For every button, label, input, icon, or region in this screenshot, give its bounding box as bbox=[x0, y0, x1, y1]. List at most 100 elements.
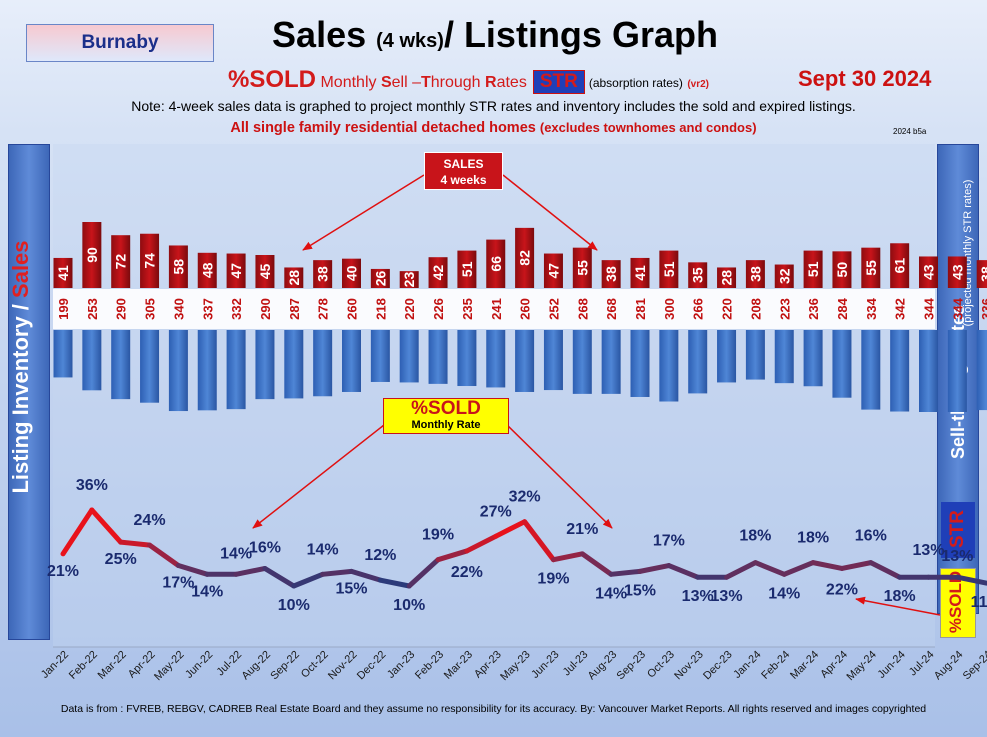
sales-bar bbox=[284, 267, 304, 288]
inventory-value-label: 226 bbox=[431, 298, 446, 320]
inventory-value-label: 332 bbox=[229, 298, 244, 320]
sales-bar bbox=[947, 256, 967, 288]
sold-line-segment bbox=[175, 563, 210, 577]
inventory-value-label: 340 bbox=[171, 298, 186, 320]
sales-value-label: 50 bbox=[834, 262, 850, 278]
x-tick-label: Nov-23 bbox=[672, 649, 706, 683]
sales-bar bbox=[168, 245, 188, 288]
sold-line-segment bbox=[147, 542, 181, 569]
subtitle-monthly: Monthly bbox=[320, 74, 381, 91]
inventory-value-label: 260 bbox=[345, 298, 360, 320]
sales-value-label: 48 bbox=[199, 262, 215, 278]
inventory-bar bbox=[111, 330, 131, 400]
inventory-label-band bbox=[53, 289, 935, 329]
inventory-bar bbox=[803, 330, 823, 387]
sales-value-label: 41 bbox=[55, 265, 71, 281]
sales-value-label: 51 bbox=[805, 261, 821, 277]
subtitle-ates: ates bbox=[496, 74, 527, 91]
inventory-value-label: 220 bbox=[720, 298, 735, 320]
x-tick-label: Jun-22 bbox=[183, 649, 215, 681]
sales-bar bbox=[688, 262, 708, 288]
inventory-value-label: 284 bbox=[835, 297, 850, 319]
inventory-value-label: 287 bbox=[287, 298, 302, 320]
sales-value-label: 43 bbox=[921, 264, 937, 280]
sold-value-label: 12% bbox=[364, 547, 396, 564]
inventory-bar bbox=[370, 330, 390, 382]
absorption-note: (absorption rates) bbox=[588, 76, 683, 90]
sold-value-label: 17% bbox=[653, 533, 685, 550]
inventory-value-label: 268 bbox=[575, 298, 590, 320]
sold-arrow-left bbox=[252, 424, 385, 529]
sales-bar bbox=[111, 235, 131, 288]
sold-value-label: 16% bbox=[249, 539, 281, 556]
inventory-bar bbox=[82, 330, 102, 391]
x-tick-label: Sep-23 bbox=[615, 649, 649, 683]
inventory-bar bbox=[832, 330, 852, 398]
sold-line-segment bbox=[637, 563, 672, 574]
sold-line-segment bbox=[839, 560, 874, 571]
page-title: Sales (4 wks)/ Listings Graph bbox=[230, 14, 760, 56]
sales-bar bbox=[226, 253, 246, 288]
inventory-bar bbox=[774, 330, 794, 384]
sales-value-label: 28 bbox=[719, 270, 735, 286]
inventory-bar bbox=[919, 330, 938, 412]
sold-value-label: 17% bbox=[162, 575, 194, 592]
sales-value-label: 90 bbox=[84, 247, 100, 263]
sales-bar bbox=[832, 251, 852, 288]
x-tick-label: Feb-22 bbox=[67, 649, 100, 682]
sales-value-label: 38 bbox=[978, 266, 987, 282]
subtitle-hrough: hrough bbox=[430, 74, 486, 91]
sales-bar bbox=[976, 260, 987, 288]
inventory-value-label: 290 bbox=[114, 298, 129, 320]
sold-line-segment bbox=[608, 568, 643, 577]
sold-value-label: 14% bbox=[307, 541, 339, 558]
sales-bar bbox=[140, 233, 160, 288]
sales-value-label: 38 bbox=[315, 266, 331, 282]
inventory-bar bbox=[630, 330, 650, 397]
sold-line-segment bbox=[377, 577, 412, 589]
sales-value-label: 55 bbox=[574, 260, 590, 276]
sales-value-label: 43 bbox=[949, 264, 965, 280]
x-tick-label: Jun-24 bbox=[875, 649, 907, 681]
x-tick-label: Sep-22 bbox=[268, 649, 302, 683]
sold-line-segment bbox=[435, 548, 470, 563]
inventory-bar bbox=[53, 330, 73, 378]
sold-callout-line2: Monthly Rate bbox=[411, 419, 481, 431]
sales-bar bbox=[919, 256, 938, 288]
inventory-bar bbox=[313, 330, 333, 397]
inventory-value-label: 305 bbox=[143, 298, 158, 320]
sold-callout-line1: %SOLD bbox=[411, 398, 481, 419]
sold-value-label: 19% bbox=[537, 571, 569, 588]
inventory-value-label: 236 bbox=[806, 298, 821, 320]
inventory-value-label: 336 bbox=[979, 298, 987, 320]
x-tick-label: Jan-22 bbox=[39, 649, 71, 681]
scope-paren: (excludes townhomes and condos) bbox=[539, 120, 757, 135]
sold-value-label: 21% bbox=[566, 521, 598, 538]
sold-value-label: 13% bbox=[682, 588, 714, 605]
inventory-bar bbox=[515, 330, 535, 392]
sold-line-segment bbox=[233, 565, 268, 577]
sold-line-segment bbox=[464, 533, 499, 554]
x-tick-label: Dec-23 bbox=[701, 649, 735, 683]
sold-value-label: 13% bbox=[912, 542, 944, 559]
inventory-value-label: 260 bbox=[518, 298, 533, 320]
inventory-value-label: 252 bbox=[546, 298, 561, 320]
sold-value-label: 32% bbox=[509, 489, 541, 506]
sales-value-label: 55 bbox=[863, 260, 879, 276]
sold-line-segment bbox=[493, 519, 528, 539]
inventory-value-label: 241 bbox=[489, 298, 504, 320]
x-tick-label: Jan-24 bbox=[731, 649, 763, 681]
inventory-bar bbox=[688, 330, 708, 394]
sold-value-label: 14% bbox=[220, 545, 252, 562]
inventory-value-label: 281 bbox=[633, 298, 648, 320]
inventory-bar bbox=[399, 330, 419, 383]
sales-value-label: 66 bbox=[488, 256, 504, 272]
sales-bar bbox=[313, 260, 333, 288]
sold-line-segment bbox=[579, 551, 614, 577]
sales-value-label: 38 bbox=[603, 266, 619, 282]
sales-bar bbox=[486, 239, 506, 288]
inventory-bar bbox=[947, 330, 967, 412]
sold-value-label: 15% bbox=[624, 582, 656, 599]
subtitle-s: S bbox=[380, 74, 392, 91]
